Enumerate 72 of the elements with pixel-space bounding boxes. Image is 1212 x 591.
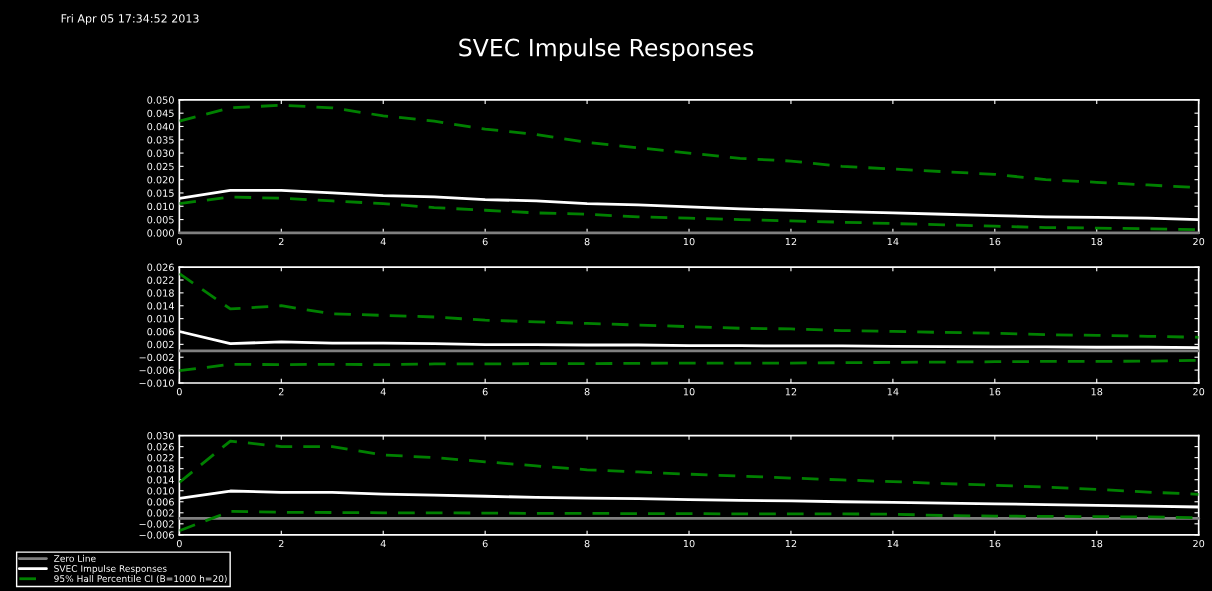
x-tick-label: 12 <box>785 237 797 246</box>
x-tick-label: 6 <box>482 237 488 246</box>
x-tick-label: 20 <box>1193 388 1205 396</box>
line-series <box>179 439 1199 496</box>
y-tick-label: 0.010 <box>147 315 174 323</box>
y-tick-label: 0.045 <box>147 109 174 118</box>
y-tick-label: 0.014 <box>147 476 174 484</box>
y-tick-label: 0.005 <box>147 216 174 224</box>
x-tick-label: 4 <box>380 238 386 246</box>
y-tick-label: 0.020 <box>147 176 174 184</box>
x-tick-label: 4 <box>380 540 386 548</box>
y-tick-label: 0.026 <box>147 263 174 271</box>
x-tick-label: 16 <box>989 539 1001 548</box>
x-tick-label: 10 <box>683 539 695 548</box>
y-tick-label: −0.006 <box>139 531 174 539</box>
x-tick-label: 8 <box>584 388 590 396</box>
x-tick-label: 4 <box>380 388 386 396</box>
y-tick-label: 0.018 <box>147 465 174 473</box>
y-tick-label: 0.002 <box>147 340 174 349</box>
x-tick-label: 18 <box>1091 237 1103 246</box>
x-tick-label: 2 <box>278 539 284 548</box>
x-tick-label: 6 <box>482 388 488 396</box>
y-tick-label: 0.050 <box>147 96 174 104</box>
x-tick-label: 2 <box>278 237 284 246</box>
x-tick-label: 0 <box>176 388 182 396</box>
legend-label: 95% Hall Percentile CI (B=1000 h=20) <box>54 575 227 584</box>
y-tick-label: 0.014 <box>147 302 174 310</box>
x-tick-label: 12 <box>785 539 797 548</box>
y-tick-label: 0.015 <box>147 189 174 197</box>
y-tick-label: 0.026 <box>147 443 174 451</box>
x-tick-label: 6 <box>482 539 488 548</box>
x-tick-label: 2 <box>278 388 284 396</box>
x-tick-label: 0 <box>176 237 182 246</box>
y-tick-label: 0.022 <box>147 454 174 462</box>
x-tick-label: 10 <box>683 237 695 246</box>
y-tick-label: −0.010 <box>139 379 174 387</box>
y-tick-label: 0.002 <box>147 509 174 517</box>
chart-title: SVEC Impulse Responses <box>459 38 754 62</box>
legend-label: Zero Line <box>54 554 96 562</box>
x-tick-label: 20 <box>1193 539 1205 548</box>
x-tick-label: 10 <box>683 388 695 396</box>
y-tick-label: 0.006 <box>147 327 174 336</box>
x-tick-label: 20 <box>1193 237 1205 246</box>
x-tick-label: 14 <box>887 540 899 548</box>
y-tick-label: 0.035 <box>147 136 174 144</box>
x-tick-label: 12 <box>785 388 797 396</box>
y-tick-label: 0.025 <box>147 162 174 171</box>
legend-label: SVEC Impulse Responses <box>54 564 167 574</box>
y-tick-label: −0.002 <box>139 520 174 528</box>
y-tick-label: 0.018 <box>147 289 174 297</box>
x-tick-label: 8 <box>584 237 590 246</box>
x-tick-label: 16 <box>989 388 1001 396</box>
y-tick-label: 0.010 <box>147 487 174 495</box>
x-tick-label: 16 <box>989 237 1001 246</box>
x-tick-label: 8 <box>584 539 590 548</box>
y-tick-label: −0.006 <box>139 366 174 374</box>
line-series <box>179 359 1199 373</box>
line-series <box>179 272 1199 339</box>
y-tick-label: 0.030 <box>147 149 174 157</box>
y-tick-label: 0.010 <box>147 202 174 211</box>
y-tick-label: 0.006 <box>147 498 174 506</box>
y-tick-label: 0.040 <box>147 122 174 131</box>
x-tick-label: 18 <box>1091 388 1103 396</box>
x-tick-label: 0 <box>176 539 182 548</box>
y-tick-label: 0.000 <box>147 229 174 237</box>
y-tick-label: 0.022 <box>147 276 174 284</box>
x-tick-label: 14 <box>887 388 899 396</box>
x-tick-label: 14 <box>887 238 899 246</box>
y-tick-label: 0.030 <box>147 432 174 440</box>
x-tick-label: 18 <box>1091 539 1103 548</box>
y-tick-label: −0.002 <box>139 353 174 362</box>
text: Fri Apr 05 17:34:52 2013 <box>61 14 199 25</box>
